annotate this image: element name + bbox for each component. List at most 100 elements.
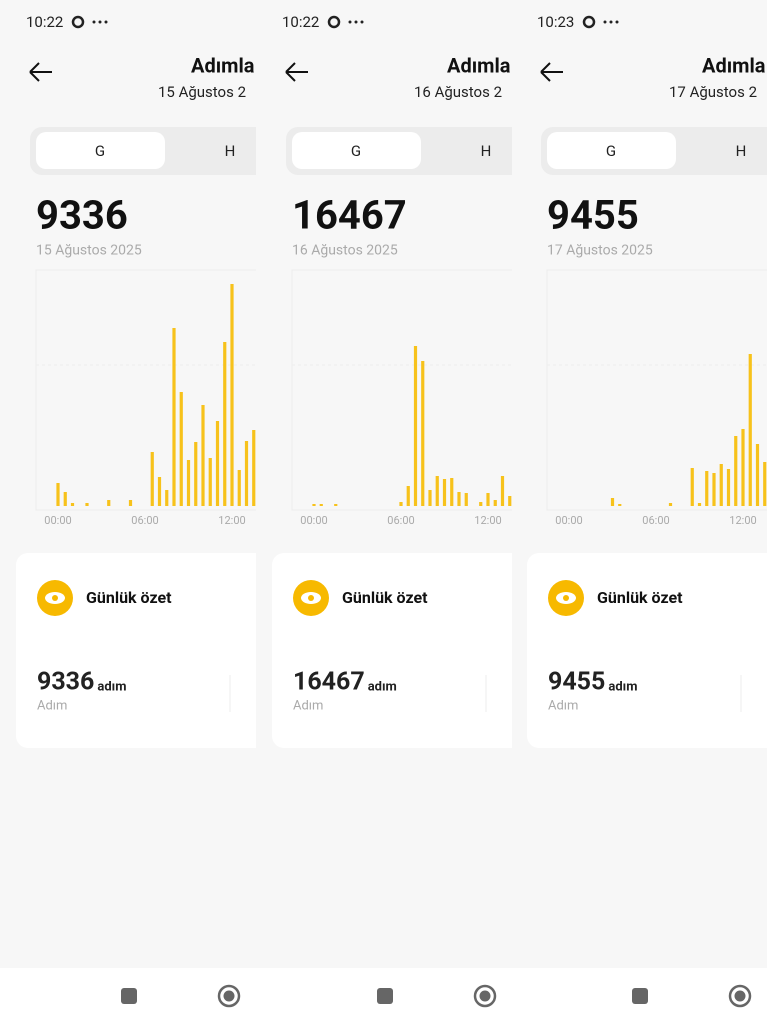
chart-frame [546, 269, 767, 511]
chart-frame [291, 269, 512, 511]
bar [56, 483, 60, 506]
bar [201, 405, 205, 506]
nav-recents[interactable] [121, 988, 137, 1004]
back-arrow[interactable] [29, 62, 52, 82]
bar [312, 504, 316, 506]
bar [334, 504, 338, 506]
bar [755, 444, 760, 506]
eye-pupil [52, 595, 58, 601]
back-arrow[interactable] [540, 62, 563, 82]
status-dots [354, 20, 358, 24]
bar [244, 441, 249, 506]
bar [763, 462, 767, 506]
status-time: 10:22 [26, 13, 63, 31]
bar [457, 492, 461, 506]
total-steps: 9455 [547, 192, 639, 239]
status-dots [603, 20, 607, 24]
phone-panel: 10:22 Adımla 16 Ağustos 2 G H 16467 16 Ağustos… [256, 0, 512, 1024]
bar [734, 436, 738, 506]
bar [215, 421, 220, 506]
page-subtitle: 17 Ağustos 2 [669, 83, 757, 101]
bar [230, 284, 234, 506]
tab-day[interactable]: G [351, 142, 361, 160]
status-dots [104, 20, 108, 24]
bar [435, 476, 439, 506]
bar [690, 468, 694, 506]
tab-day[interactable]: G [606, 142, 616, 160]
bar [479, 502, 483, 506]
total-steps: 9336 [36, 192, 128, 239]
status-icon [71, 15, 85, 29]
bar [442, 479, 447, 506]
tab-selected[interactable] [36, 132, 165, 169]
tab-week[interactable]: H [481, 142, 492, 160]
summary-label: Adım [293, 698, 323, 713]
bar [618, 504, 622, 506]
bar [413, 346, 418, 506]
tab-selected[interactable] [292, 132, 421, 169]
total-date: 17 Ağustos 2025 [547, 243, 653, 259]
bar [223, 342, 227, 506]
bar [157, 477, 162, 506]
x-tick-label: 06:00 [131, 514, 158, 527]
status-dots [348, 20, 352, 24]
summary-unit: adım [97, 679, 126, 694]
bar [712, 473, 716, 506]
panel-canvas: 10:23 Adımla 17 Ağustos 2 G H 9455 17 Ağustos … [511, 13, 767, 1024]
summary-title: Günlük özet [86, 588, 172, 607]
summary-card [527, 553, 767, 748]
bar [172, 328, 176, 506]
bar [508, 496, 512, 506]
bar [450, 478, 454, 506]
x-tick-label: 12:00 [729, 514, 756, 527]
tab-selected[interactable] [547, 132, 676, 169]
x-tick-label: 00:00 [300, 514, 327, 527]
x-tick-label: 00:00 [44, 514, 71, 527]
bar [719, 464, 723, 506]
x-tick-label: 12:00 [218, 514, 245, 527]
phone-panel: 10:23 Adımla 17 Ağustos 2 G H 9455 17 Ağustos … [511, 0, 767, 1024]
summary-unit: adım [608, 679, 637, 694]
bar [421, 361, 425, 506]
summary-steps: 9455 [548, 668, 605, 697]
bar [128, 500, 133, 506]
bar [705, 471, 709, 506]
nav-recents[interactable] [632, 988, 648, 1004]
bar [186, 460, 191, 506]
chart-frame [35, 269, 256, 511]
panel-canvas: 10:22 Adımla 15 Ağustos 2 G H 9336 15 Ağustos … [0, 13, 256, 1024]
bar [697, 503, 702, 506]
panel-canvas: 10:22 Adımla 16 Ağustos 2 G H 16467 16 Ağustos… [256, 13, 512, 1024]
bar [237, 470, 241, 506]
status-dots [615, 20, 619, 24]
nav-home[interactable] [473, 984, 497, 1008]
tab-day[interactable]: G [95, 142, 105, 160]
bar [486, 493, 490, 506]
total-steps: 16467 [292, 192, 407, 239]
bar [610, 498, 615, 506]
nav-recents[interactable] [377, 988, 393, 1004]
summary-label: Adım [37, 698, 67, 713]
phone-panel: 10:22 Adımla 15 Ağustos 2 G H 9336 15 Ağustos … [0, 0, 256, 1024]
bar [726, 469, 731, 506]
bar [428, 490, 432, 506]
nav-home[interactable] [217, 984, 241, 1008]
summary-label: Adım [548, 698, 578, 713]
tab-week[interactable]: H [736, 142, 747, 160]
tab-week[interactable]: H [225, 142, 236, 160]
nav-home-dot [734, 990, 746, 1002]
status-dots [360, 20, 364, 24]
bar [406, 486, 410, 506]
status-icon [327, 15, 341, 29]
nav-home-dot [479, 990, 491, 1002]
bar [194, 442, 198, 506]
bar [165, 490, 169, 506]
bar [85, 503, 89, 506]
nav-home[interactable] [728, 984, 752, 1008]
bar [668, 503, 673, 506]
summary-unit: adım [368, 679, 397, 694]
back-arrow[interactable] [285, 62, 308, 82]
status-dots [92, 20, 96, 24]
x-tick-label: 06:00 [642, 514, 669, 527]
